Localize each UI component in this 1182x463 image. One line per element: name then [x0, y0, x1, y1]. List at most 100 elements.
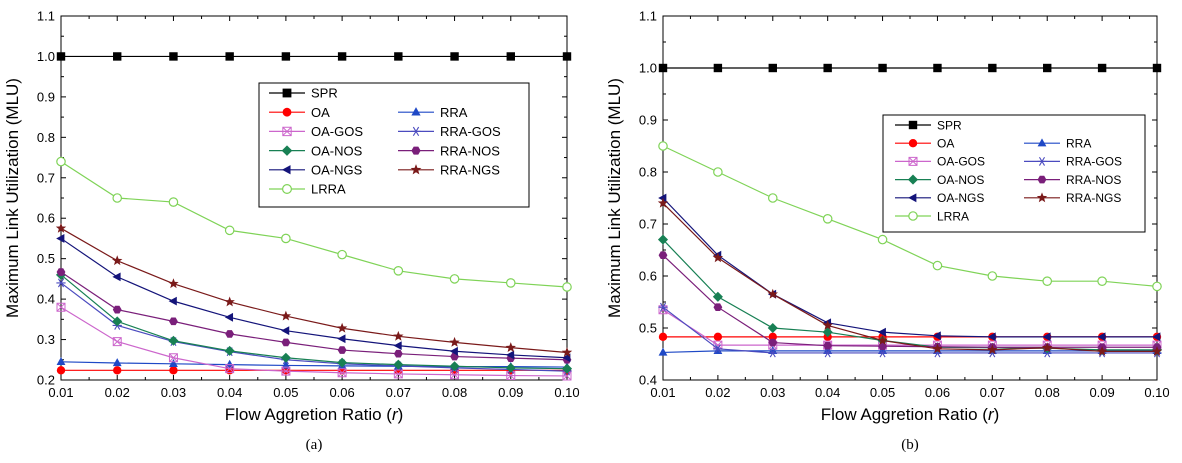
data-point — [505, 278, 516, 288]
legend-label: LRRA — [311, 182, 346, 197]
legend-entry: LRRA — [269, 182, 346, 197]
data-point — [505, 342, 516, 353]
y-axis-label: Maximum Link Utilization (MLU) — [3, 78, 22, 318]
series-lrra — [658, 141, 1162, 292]
data-point — [877, 234, 888, 245]
x-axis-label-text: ) — [398, 405, 404, 424]
data-point — [822, 319, 833, 330]
x-tick-label: 0.01 — [48, 385, 73, 400]
data-point — [1043, 63, 1052, 73]
data-point — [394, 52, 403, 61]
x-tick-label: 0.01 — [650, 385, 675, 400]
data-point — [112, 193, 123, 203]
data-point — [56, 356, 66, 365]
legend-entry: OA-NGS — [895, 191, 984, 205]
data-point — [56, 156, 66, 167]
data-point — [1097, 276, 1107, 286]
data-point — [1042, 342, 1053, 353]
data-point — [393, 341, 402, 351]
data-point — [1042, 332, 1051, 342]
y-tick-label: 0.4 — [37, 292, 55, 307]
y-tick-label: 0.9 — [639, 113, 657, 128]
panel-caption: (a) — [306, 437, 323, 453]
data-point — [112, 358, 122, 367]
legend-label: OA — [937, 137, 954, 151]
y-tick-label: 1.0 — [37, 49, 55, 64]
data-point — [768, 348, 778, 358]
y-tick-label: 0.7 — [37, 170, 55, 185]
legend-label: OA — [311, 105, 330, 120]
data-point — [1097, 332, 1106, 342]
x-axis-label-text: ) — [994, 405, 1000, 424]
legend-label: RRA-GOS — [440, 124, 501, 139]
data-point — [658, 347, 668, 356]
data-point — [823, 341, 833, 350]
data-point — [562, 282, 572, 292]
legend-marker — [908, 120, 918, 130]
legend: SPR OA RRA OA-GOS RRA-GOS OA-NOS RRA-NOS OA-NGS… — [258, 82, 530, 208]
data-point — [1152, 281, 1162, 292]
data-point — [658, 332, 668, 342]
data-point — [561, 347, 573, 357]
legend-marker — [410, 164, 422, 175]
legend-label: OA-NGS — [937, 191, 984, 205]
y-tick-label: 0.5 — [639, 321, 657, 336]
legend-label: OA-GOS — [937, 155, 985, 169]
legend-marker — [1036, 192, 1048, 203]
legend-label: SPR — [937, 118, 962, 132]
data-point — [393, 359, 404, 370]
legend-label: OA-NOS — [937, 173, 984, 187]
series-line — [662, 309, 1157, 346]
x-tick-label: 0.03 — [760, 385, 785, 400]
data-point — [987, 344, 998, 355]
data-point — [169, 52, 178, 61]
y-tick-label: 0.8 — [37, 130, 55, 145]
data-point — [56, 302, 66, 312]
data-point — [224, 345, 235, 356]
panel-caption: (b) — [901, 437, 919, 453]
legend-label: RRA-NOS — [1066, 173, 1121, 187]
x-tick-label: 0.08 — [442, 385, 467, 400]
data-point — [767, 288, 778, 299]
data-point — [767, 193, 778, 203]
series-oa-gos — [658, 305, 1162, 350]
data-point — [281, 233, 291, 244]
data-point — [168, 278, 179, 289]
legend-label: RRA-NOS — [440, 143, 500, 158]
legend-marker — [1037, 175, 1047, 184]
data-point — [658, 141, 668, 151]
series-rra-nos — [56, 268, 572, 364]
legend-label: OA-NGS — [311, 162, 363, 177]
series-line — [662, 202, 1157, 352]
x-tick-label: 0.09 — [1089, 385, 1114, 400]
x-tick-label: 0.07 — [386, 385, 411, 400]
data-point — [336, 322, 348, 333]
legend-marker — [908, 156, 918, 166]
data-point — [449, 361, 460, 372]
x-tick-label: 0.03 — [161, 385, 186, 400]
data-point — [768, 346, 778, 355]
y-tick-label: 1.0 — [639, 61, 657, 76]
legend-entry: RRA-GOS — [1024, 155, 1122, 169]
data-point — [506, 52, 515, 61]
series-line — [662, 197, 1157, 338]
data-point — [225, 330, 235, 338]
data-point — [449, 336, 460, 347]
data-point — [281, 326, 290, 336]
data-point — [280, 352, 291, 363]
y-tick-label: 0.4 — [639, 373, 657, 388]
legend-label: SPR — [311, 86, 338, 101]
legend-entry: RRA — [398, 105, 468, 120]
legend: SPR OA RRA OA-GOS RRA-GOS OA-NOS RRA-NOS OA-NGS… — [882, 114, 1146, 233]
legend-box — [882, 114, 1146, 233]
data-point — [169, 317, 178, 326]
data-point — [822, 214, 833, 224]
data-point — [767, 322, 778, 334]
series-rra-ngs — [55, 222, 573, 357]
series-line — [662, 306, 1157, 354]
data-point — [281, 366, 291, 376]
legend-marker — [411, 107, 421, 116]
y-tick-label: 0.9 — [37, 89, 55, 104]
legend-entry: RRA — [1024, 137, 1091, 151]
